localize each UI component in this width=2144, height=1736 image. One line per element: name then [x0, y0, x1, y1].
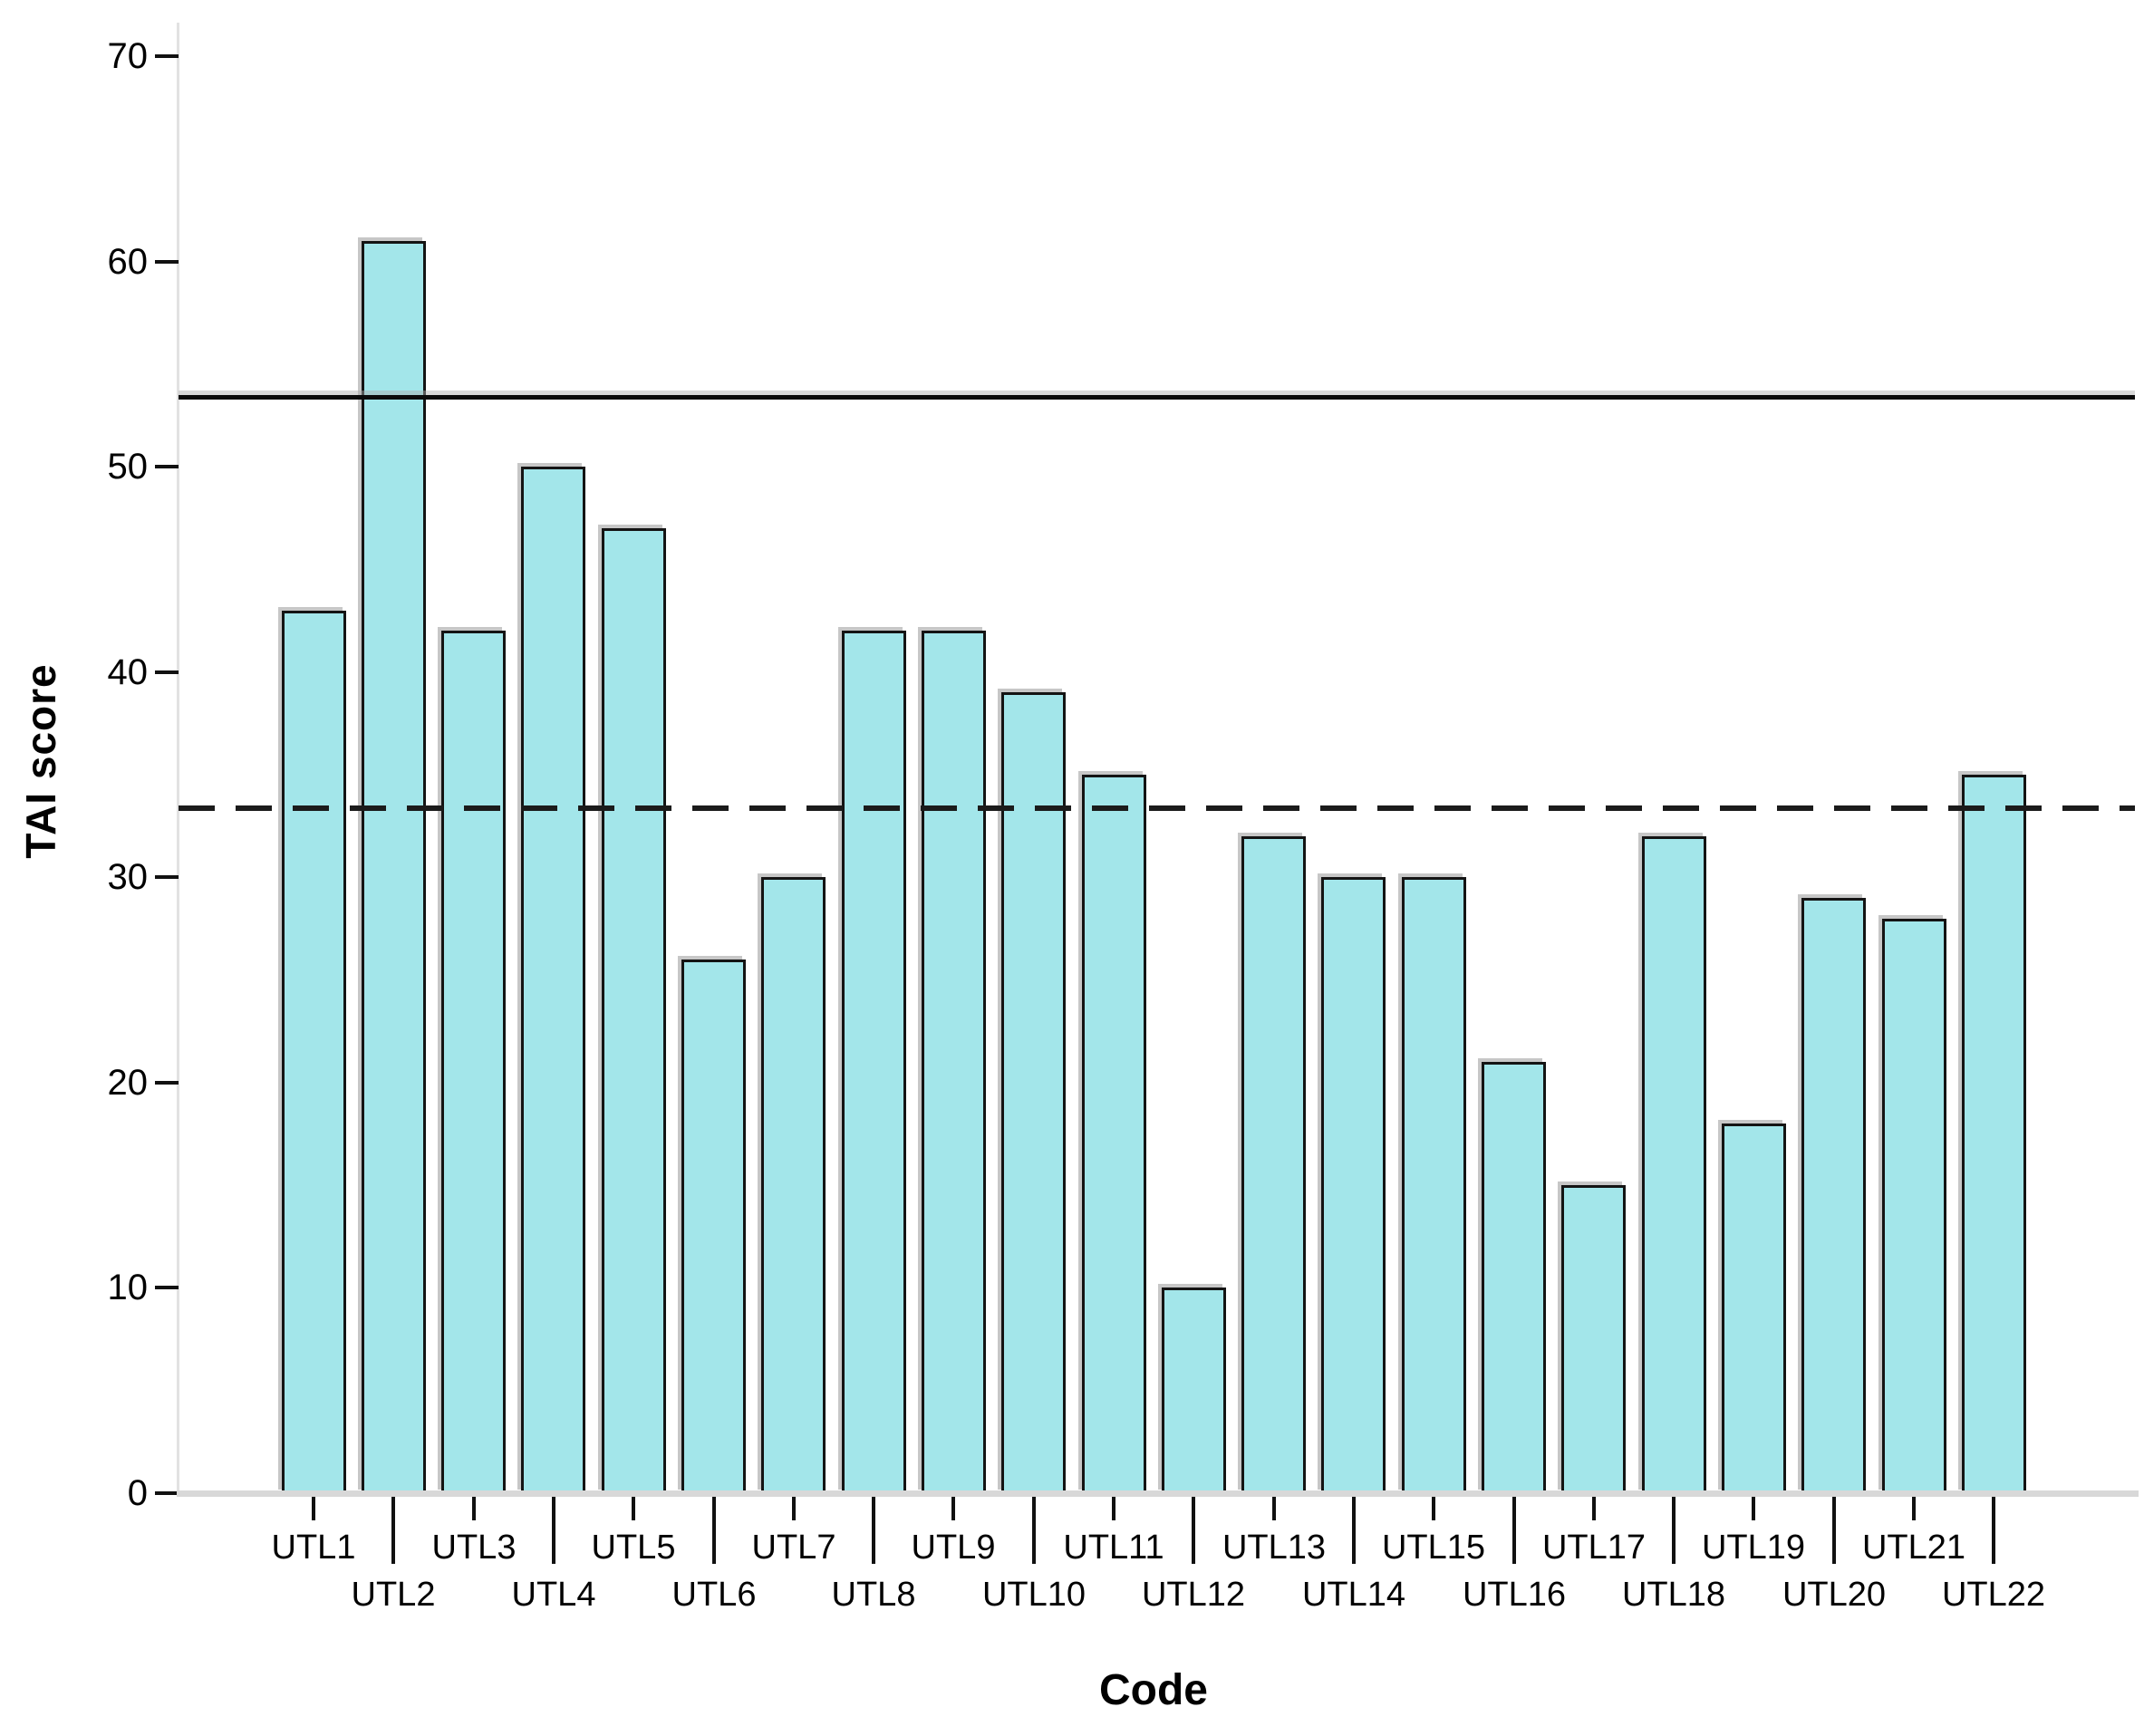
x-tick — [1832, 1497, 1836, 1564]
bar-UTL9 — [922, 631, 986, 1493]
y-tick — [155, 1491, 179, 1495]
x-tick — [391, 1497, 395, 1564]
bar-UTL13 — [1241, 836, 1306, 1493]
bar-UTL5 — [602, 528, 666, 1493]
y-tick — [155, 54, 179, 58]
x-tick — [312, 1497, 315, 1520]
y-tick-label: 60 — [107, 241, 149, 282]
y-tick — [155, 670, 179, 674]
x-label-UTL18: UTL18 — [1621, 1576, 1726, 1614]
x-tick — [1272, 1497, 1276, 1520]
x-tick — [712, 1497, 716, 1564]
y-tick-label: 20 — [107, 1062, 149, 1103]
x-label-UTL4: UTL4 — [511, 1576, 596, 1614]
y-tick-label: 70 — [107, 36, 149, 76]
x-tick — [1752, 1497, 1755, 1520]
x-label-UTL16: UTL16 — [1462, 1576, 1567, 1614]
bar-UTL18 — [1642, 836, 1706, 1493]
x-tick — [1032, 1497, 1036, 1564]
x-label-UTL6: UTL6 — [671, 1576, 757, 1614]
x-tick — [872, 1497, 875, 1564]
bar-UTL3 — [441, 631, 506, 1493]
bar-UTL4 — [521, 467, 585, 1493]
x-label-UTL21: UTL21 — [1861, 1529, 1966, 1567]
x-label-UTL1: UTL1 — [271, 1529, 356, 1567]
y-axis-line — [177, 23, 179, 1497]
bar-UTL8 — [842, 631, 906, 1493]
y-tick-label: 0 — [127, 1473, 148, 1513]
bar-UTL20 — [1801, 898, 1866, 1493]
bar-UTL1 — [282, 611, 346, 1493]
x-tick — [552, 1497, 555, 1564]
bar-UTL16 — [1482, 1062, 1546, 1493]
x-tick — [1912, 1497, 1916, 1520]
x-label-UTL20: UTL20 — [1782, 1576, 1887, 1614]
x-tick — [1432, 1497, 1435, 1520]
bar-UTL6 — [681, 960, 746, 1493]
y-tick — [155, 259, 179, 264]
x-label-UTL8: UTL8 — [831, 1576, 916, 1614]
x-label-UTL11: UTL11 — [1063, 1529, 1164, 1567]
bar-UTL10 — [1001, 692, 1066, 1493]
x-tick — [951, 1497, 955, 1520]
x-label-UTL10: UTL10 — [981, 1576, 1086, 1614]
bar-UTL21 — [1882, 919, 1946, 1493]
x-tick — [1512, 1497, 1516, 1564]
bar-UTL12 — [1162, 1288, 1226, 1493]
y-tick — [155, 875, 179, 880]
bar-UTL17 — [1561, 1185, 1626, 1493]
x-tick — [1672, 1497, 1676, 1564]
y-tick — [155, 1286, 179, 1290]
y-tick-label: 50 — [107, 447, 149, 487]
x-label-UTL15: UTL15 — [1381, 1529, 1486, 1567]
x-label-UTL14: UTL14 — [1301, 1576, 1406, 1614]
y-tick-label: 40 — [107, 651, 149, 692]
x-tick — [632, 1497, 635, 1520]
y-tick-label: 30 — [107, 857, 149, 898]
x-label-UTL2: UTL2 — [351, 1576, 436, 1614]
x-label-UTL12: UTL12 — [1141, 1576, 1246, 1614]
x-label-UTL3: UTL3 — [431, 1529, 517, 1567]
bar-UTL14 — [1321, 877, 1386, 1493]
y-tick-label: 10 — [107, 1268, 149, 1308]
x-label-UTL19: UTL19 — [1701, 1529, 1806, 1567]
y-tick — [155, 465, 179, 469]
x-label-UTL5: UTL5 — [591, 1529, 676, 1567]
x-tick — [1112, 1497, 1115, 1520]
x-tick — [1352, 1497, 1356, 1564]
reference-line-dashed — [179, 805, 2135, 811]
x-label-UTL9: UTL9 — [911, 1529, 996, 1567]
x-axis-title: Code — [1099, 1666, 1208, 1714]
y-tick — [155, 1080, 179, 1085]
x-tick — [1592, 1497, 1596, 1520]
x-label-UTL17: UTL17 — [1541, 1529, 1647, 1567]
bar-UTL15 — [1402, 877, 1466, 1493]
bar-UTL7 — [761, 877, 826, 1493]
bar-UTL11 — [1082, 775, 1146, 1493]
x-axis-baseline — [177, 1490, 2139, 1497]
x-label-UTL7: UTL7 — [751, 1529, 836, 1567]
x-tick — [472, 1497, 476, 1520]
bar-UTL19 — [1722, 1124, 1786, 1493]
x-label-UTL22: UTL22 — [1941, 1576, 2046, 1614]
bar-UTL2 — [362, 241, 426, 1493]
x-label-UTL13: UTL13 — [1222, 1529, 1327, 1567]
reference-line-solid — [179, 395, 2135, 400]
x-tick — [1992, 1497, 1995, 1564]
bar-UTL22 — [1962, 775, 2026, 1493]
y-axis-title: TAI score — [17, 663, 64, 859]
x-tick — [792, 1497, 796, 1520]
x-tick — [1192, 1497, 1195, 1564]
